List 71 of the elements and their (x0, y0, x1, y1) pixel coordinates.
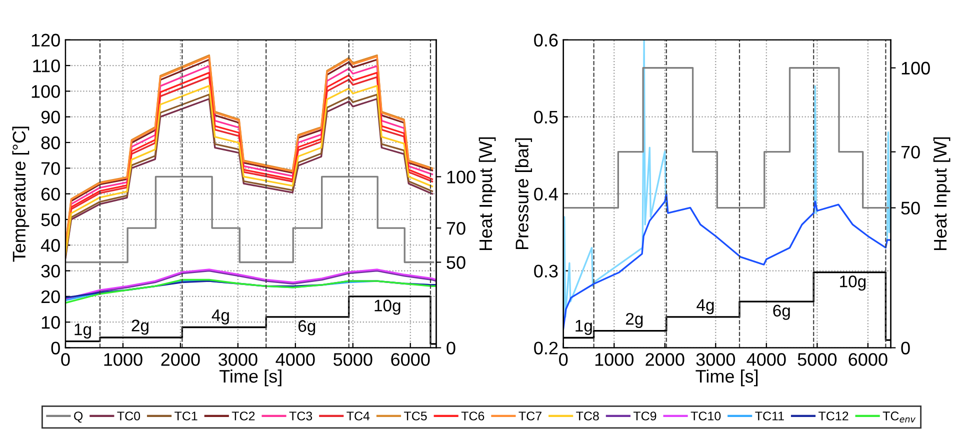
annotation: 4g (212, 310, 229, 324)
legend-label: TC9 (633, 412, 656, 420)
annotation: 4g (696, 299, 714, 314)
x-tick-label: 2000 (646, 353, 684, 366)
legend-label: Q (74, 412, 83, 423)
legend-label: TC11 (755, 412, 784, 420)
y-tick-label: 10 (42, 316, 60, 329)
y2-tick-label: 70 (901, 146, 920, 159)
y-tick-label: 0.5 (534, 110, 558, 124)
y-tick-label: 40 (40, 239, 60, 252)
x-tick-label: 1000 (104, 353, 142, 366)
annotation: 1g (576, 320, 592, 335)
y-tick-label: 60 (41, 188, 60, 201)
x-tick-label: 2000 (161, 353, 200, 366)
legend-label: TC5 (404, 412, 427, 420)
y-tick-label: 100 (32, 85, 60, 98)
legend-label: TC$_{env}$ (882, 412, 916, 422)
x-tick-label: 3000 (696, 353, 736, 366)
legend-label: TC1 (174, 412, 198, 420)
y-tick-label: 20 (41, 290, 60, 304)
legend-label: TC3 (289, 412, 312, 420)
y-tick-label: 0 (51, 342, 60, 354)
annotation: 2g (132, 320, 148, 335)
x-tick-label: 5000 (334, 353, 372, 366)
x-axis-title: Time [s] (220, 369, 282, 386)
y-axis-title: Pressure [bar] (515, 138, 532, 250)
x-axis-title: Time [s] (696, 369, 758, 386)
legend-label: TC2 (232, 412, 255, 420)
legend-label: TC4 (346, 412, 370, 420)
y-tick-label: 50 (41, 213, 60, 226)
x-tick-label: 6000 (391, 353, 430, 366)
y2-tick-label: 70 (446, 222, 466, 235)
y-tick-label: 0.2 (534, 342, 558, 354)
x-tick-label: 4000 (276, 353, 315, 366)
y-tick-label: 70 (41, 162, 60, 175)
x-tick-label: 0 (61, 353, 70, 366)
legend-label: TC0 (117, 412, 140, 420)
y-tick-label: 30 (41, 264, 60, 278)
annotation: 2g (626, 312, 643, 328)
y2-tick-label: 50 (901, 202, 920, 215)
legend-label: TC7 (518, 412, 542, 420)
legend-label: TC8 (576, 412, 599, 420)
x-tick-label: 5000 (798, 353, 837, 366)
y-tick-label: 0.6 (534, 34, 558, 47)
y-tick-label: 0.3 (534, 264, 558, 278)
y-tick-label: 80 (41, 136, 60, 150)
y2-tick-label: 50 (446, 256, 466, 269)
y2-axis-title: Heat Input [W] (478, 137, 496, 250)
annotation: 1g (74, 324, 91, 339)
y2-tick-label: 100 (447, 170, 476, 184)
y-axis-title: Temperature [°C] (12, 126, 30, 262)
annotation: 6g (773, 304, 790, 320)
y-tick-label: 90 (41, 110, 60, 124)
y-tick-label: 0.4 (534, 188, 558, 201)
y2-tick-label: 0 (446, 342, 456, 354)
legend-label: TC6 (461, 412, 484, 420)
annotation: 6g (298, 320, 316, 336)
x-tick-label: 0 (559, 353, 568, 366)
annotation: 10g (374, 300, 400, 315)
y-tick-label: 110 (33, 59, 60, 72)
legend-label: TC10 (690, 412, 721, 420)
x-tick-label: 3000 (218, 353, 258, 366)
x-tick-label: 1000 (595, 353, 634, 366)
annotation: 10g (840, 276, 866, 291)
x-tick-label: 4000 (746, 353, 786, 366)
x-tick-label: 6000 (848, 353, 888, 366)
y-tick-label: 120 (32, 34, 60, 47)
y2-tick-label: 100 (902, 62, 930, 75)
y2-axis-title: Heat Input [W] (933, 137, 950, 250)
y2-tick-label: 0 (901, 342, 910, 354)
legend-label: TC12 (818, 412, 848, 420)
